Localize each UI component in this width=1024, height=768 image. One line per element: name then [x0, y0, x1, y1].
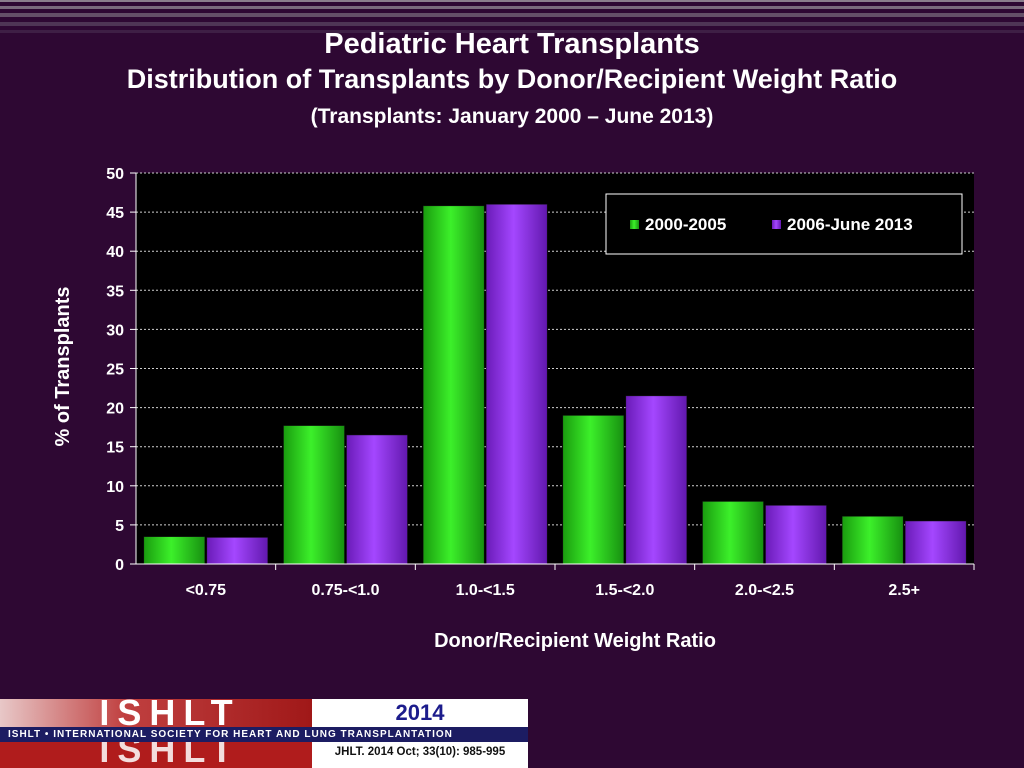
y-axis-title: % of Transplants: [52, 286, 74, 446]
chart-period: (Transplants: January 2000 – June 2013): [310, 105, 714, 128]
y-tick-label: 50: [106, 166, 124, 183]
y-tick-label: 20: [106, 401, 124, 418]
bar-series1: [562, 415, 625, 565]
legend-swatch: [772, 220, 781, 229]
legend-label: 2006-June 2013: [787, 215, 913, 234]
y-tick-label: 45: [106, 205, 124, 222]
legend-box: [605, 193, 963, 255]
bar-series1: [702, 501, 764, 565]
header-stripes: [0, 0, 1024, 33]
bar-series2: [485, 204, 548, 565]
x-tick-label: 2.5+: [888, 582, 920, 599]
bar-chart: 0 5 10 15 20 25 30 35 40 45 50 <0.75 0.75-<1.0 1.0-<1…: [52, 166, 975, 652]
x-axis-title: Donor/Recipient Weight Ratio: [434, 630, 716, 652]
x-tick-label: 0.75-<1.0: [311, 582, 379, 599]
bar-series2: [904, 520, 967, 565]
y-tick-label: 30: [106, 322, 124, 339]
y-tick-label: 0: [115, 557, 124, 574]
bar-series1: [283, 425, 345, 565]
bar-series2: [346, 434, 408, 565]
legend-swatch: [630, 220, 639, 229]
footer-citation: JHLT. 2014 Oct; 33(10): 985-995: [334, 746, 506, 758]
y-tick-label: 10: [106, 479, 124, 496]
y-tick-label: 25: [106, 362, 124, 379]
y-tick-label: 5: [115, 518, 124, 535]
chart-title: Pediatric Heart Transplants: [324, 28, 700, 60]
x-tick-label: 1.5-<2.0: [595, 582, 654, 599]
bar-series1: [841, 516, 904, 565]
x-tick-label: 1.0-<1.5: [456, 582, 515, 599]
logo-wordmark: ISHLT: [99, 699, 240, 727]
bar-series1: [422, 205, 485, 565]
bar-series2: [625, 395, 688, 565]
chart-subtitle: Distribution of Transplants by Donor/Rec…: [126, 64, 898, 94]
footer-tagline: ISHLT • INTERNATIONAL SOCIETY FOR HEART …: [0, 727, 528, 742]
bar-series2: [765, 505, 827, 565]
title-block: Pediatric Heart Transplants Distribution…: [0, 26, 1024, 132]
legend-label: 2000-2005: [645, 215, 726, 234]
y-tick-label: 15: [106, 440, 124, 457]
y-tick-label: 35: [106, 283, 124, 300]
footer-year: 2014: [395, 700, 445, 725]
bar-series2: [206, 537, 269, 565]
x-tick-label: 2.0-<2.5: [735, 582, 794, 599]
y-tick-label: 40: [106, 244, 124, 261]
logo-wordmark-lower: ISHLT: [99, 742, 240, 768]
x-tick-label: <0.75: [186, 582, 227, 599]
bar-series1: [143, 536, 206, 565]
